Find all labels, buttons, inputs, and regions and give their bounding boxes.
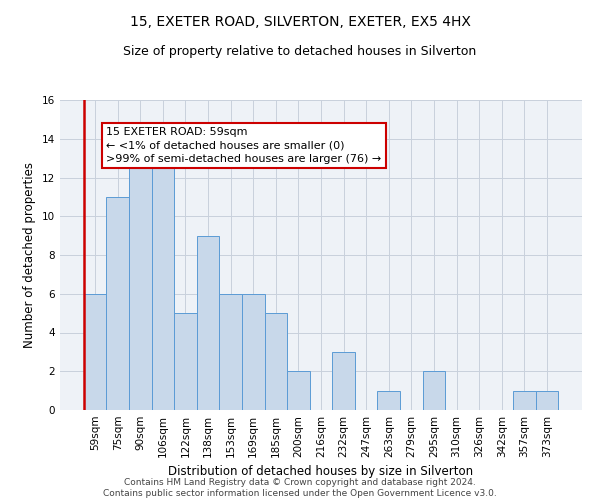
Bar (106, 197, 129, 410)
Text: Contains HM Land Registry data © Crown copyright and database right 2024.
Contai: Contains HM Land Registry data © Crown c… (103, 478, 497, 498)
Y-axis label: Number of detached properties: Number of detached properties (23, 162, 37, 348)
Bar (513, 390, 536, 410)
Bar (174, 313, 197, 410)
Text: Size of property relative to detached houses in Silverton: Size of property relative to detached ho… (124, 45, 476, 58)
Bar (536, 390, 558, 410)
Bar (242, 294, 265, 410)
Bar (220, 294, 242, 410)
X-axis label: Distribution of detached houses by size in Silverton: Distribution of detached houses by size … (169, 466, 473, 478)
Bar (422, 371, 445, 410)
Bar (377, 390, 400, 410)
Bar (197, 236, 220, 410)
Bar (332, 352, 355, 410)
Bar (84, 294, 106, 410)
Text: 15 EXETER ROAD: 59sqm
← <1% of detached houses are smaller (0)
>99% of semi-deta: 15 EXETER ROAD: 59sqm ← <1% of detached … (106, 127, 382, 164)
Bar (265, 313, 287, 410)
Bar (287, 371, 310, 410)
Bar (129, 158, 152, 410)
Bar (152, 158, 174, 410)
Text: 15, EXETER ROAD, SILVERTON, EXETER, EX5 4HX: 15, EXETER ROAD, SILVERTON, EXETER, EX5 … (130, 15, 470, 29)
